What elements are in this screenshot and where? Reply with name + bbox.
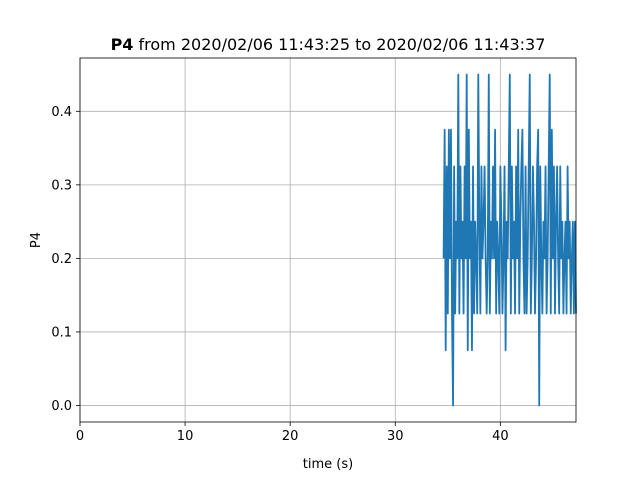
x-axis-label: time (s) bbox=[303, 457, 353, 472]
series-layer bbox=[442, 73, 577, 407]
y-axis-ticks: 0.0 0.1 0.2 0.3 0.4 bbox=[51, 105, 80, 414]
x-tick-label: 30 bbox=[387, 429, 404, 444]
y-axis-label: P4 bbox=[29, 232, 44, 248]
chart-title-bold: P4 bbox=[111, 35, 134, 54]
x-axis-ticks: 0 10 20 30 40 bbox=[76, 422, 509, 444]
y-tick-label: 0.2 bbox=[51, 252, 72, 267]
axes-frame bbox=[79, 57, 577, 423]
x-tick-label: 0 bbox=[76, 429, 84, 444]
chart-title: P4 from 2020/02/06 11:43:25 to 2020/02/0… bbox=[111, 35, 546, 54]
x-tick-label: 10 bbox=[177, 429, 194, 444]
y-tick-label: 0.4 bbox=[51, 105, 72, 120]
series-line bbox=[442, 73, 577, 407]
y-tick-label: 0.3 bbox=[51, 178, 72, 193]
x-tick-label: 40 bbox=[492, 429, 509, 444]
x-tick-label: 20 bbox=[282, 429, 299, 444]
chart-title-rest: from 2020/02/06 11:43:25 to 2020/02/06 1… bbox=[133, 35, 545, 54]
y-tick-label: 0.0 bbox=[51, 399, 72, 414]
y-tick-label: 0.1 bbox=[51, 325, 72, 340]
